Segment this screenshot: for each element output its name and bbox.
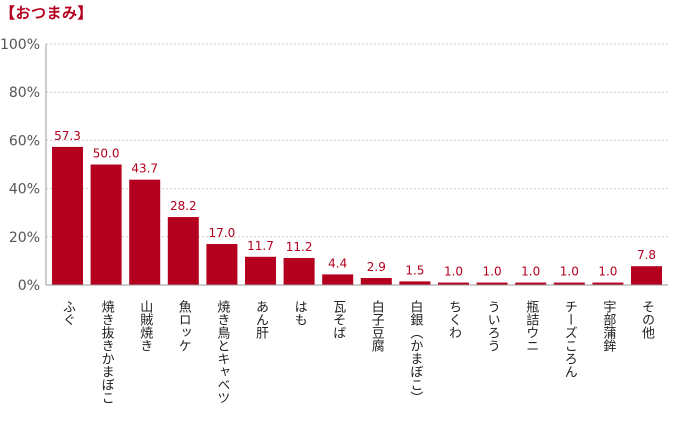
data-label: 2.9 bbox=[367, 260, 386, 274]
data-label: 1.0 bbox=[444, 265, 463, 279]
bar bbox=[515, 282, 547, 285]
bar bbox=[438, 282, 469, 285]
bar bbox=[90, 164, 122, 285]
data-label: 7.8 bbox=[637, 248, 656, 262]
x-category-label: 山賊焼き bbox=[137, 300, 153, 352]
x-category-label: 白子豆腐 bbox=[369, 299, 385, 353]
data-label: 57.3 bbox=[54, 129, 81, 143]
x-category-label: はも bbox=[292, 300, 307, 326]
bar bbox=[553, 282, 585, 285]
bar bbox=[399, 281, 431, 285]
y-tick-label: 60% bbox=[9, 133, 40, 149]
data-label: 11.2 bbox=[286, 240, 313, 254]
y-tick-label: 80% bbox=[9, 85, 40, 101]
x-category-label: 白銀（かまぼこ） bbox=[407, 299, 423, 404]
x-category-label: 瓦そば bbox=[330, 300, 346, 339]
x-category-label: ちくわ bbox=[446, 300, 462, 339]
x-category-label: その他 bbox=[639, 300, 655, 340]
bar bbox=[283, 258, 315, 285]
bar bbox=[360, 278, 392, 285]
bar bbox=[476, 282, 508, 285]
x-category-label: あん肝 bbox=[253, 300, 269, 340]
data-label: 50.0 bbox=[93, 147, 120, 161]
data-label: 1.5 bbox=[405, 263, 424, 277]
bar bbox=[592, 282, 624, 285]
chart-title: 【おつまみ】 bbox=[0, 4, 94, 22]
x-category-label: 瓶詰ウニ bbox=[523, 300, 539, 352]
x-category-label: 焼き抜きかまぼこ bbox=[99, 300, 115, 404]
bar bbox=[245, 256, 276, 285]
bar bbox=[167, 217, 199, 285]
x-category-label: ふぐ bbox=[60, 300, 76, 326]
y-tick-label: 40% bbox=[9, 182, 40, 198]
bar bbox=[631, 266, 662, 285]
x-category-label: チーズころん bbox=[562, 300, 577, 378]
bar bbox=[129, 179, 161, 285]
bar bbox=[52, 146, 83, 285]
x-category-label: 焼き鳥とキャベツ bbox=[214, 300, 230, 404]
data-label: 11.7 bbox=[247, 239, 274, 253]
data-label: 1.0 bbox=[483, 265, 502, 279]
y-tick-label: 100% bbox=[0, 37, 40, 53]
data-label: 1.0 bbox=[598, 265, 617, 279]
y-tick-label: 0% bbox=[18, 278, 40, 294]
y-tick-label: 20% bbox=[9, 230, 40, 246]
data-label: 1.0 bbox=[560, 265, 579, 279]
x-category-label: 魚ロッケ bbox=[176, 300, 192, 352]
data-label: 17.0 bbox=[209, 226, 236, 240]
data-label: 4.4 bbox=[328, 256, 347, 270]
data-label: 1.0 bbox=[521, 265, 540, 279]
bar bbox=[206, 244, 238, 285]
data-label: 43.7 bbox=[131, 162, 158, 176]
x-category-label: ういろう bbox=[485, 300, 500, 352]
data-label: 28.2 bbox=[170, 199, 197, 213]
bar bbox=[322, 274, 354, 285]
x-category-label: 宇部蒲鉾 bbox=[600, 300, 616, 352]
